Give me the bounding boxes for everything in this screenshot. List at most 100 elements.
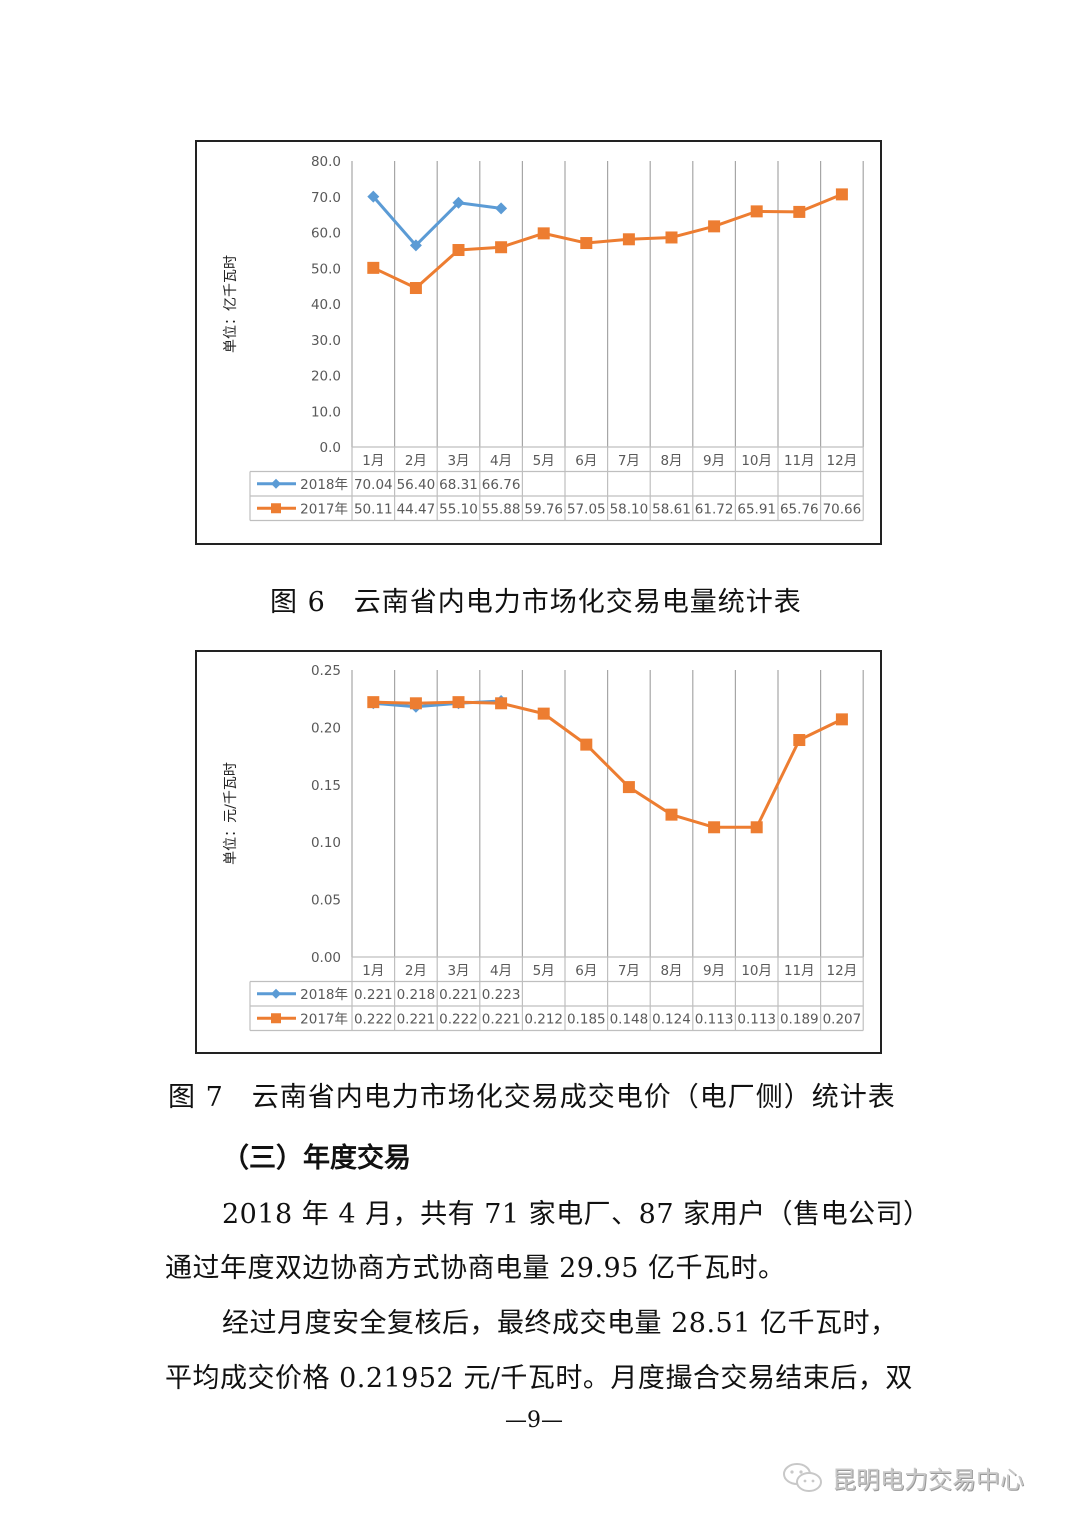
paragraph-line: 平均成交价格 0.21952 元/千瓦时。月度撮合交易结束后，双 [165, 1363, 913, 1394]
table-cell-value: 58.61 [652, 501, 691, 517]
series-line [372, 195, 502, 247]
table-cell-value: 0.124 [652, 1011, 691, 1027]
diamond-marker-icon [452, 196, 465, 209]
table-cell-value: 65.76 [780, 501, 819, 517]
x-category-label: 6月 [575, 453, 597, 469]
table-cell-value: 66.76 [482, 477, 521, 493]
x-category-label: 4月 [490, 453, 512, 469]
square-marker-icon [537, 227, 550, 240]
table-cell-value: 0.207 [823, 1011, 862, 1027]
table-cell-value: 0.189 [780, 1011, 819, 1027]
table-cell-value: 55.10 [439, 501, 478, 517]
series-line [372, 193, 843, 290]
watermark: 昆明电力交易中心 [782, 1460, 1024, 1495]
paragraph-line: 2018 年 4 月，共有 71 家电厂、87 家用户（售电公司） [222, 1199, 931, 1230]
chart-volume: 0.0 10.0 20.0 30.0 40.0 50.0 60.0 70.0 80.0 单位：亿千… [195, 140, 882, 545]
square-marker-icon [580, 237, 593, 250]
y-tick-label: 0.00 [311, 950, 341, 966]
x-category-label: 2月 [405, 453, 427, 469]
square-marker-icon [409, 697, 422, 710]
square-marker-icon [622, 781, 635, 794]
x-category-label: 6月 [575, 963, 597, 979]
legend-square-icon [271, 1013, 281, 1024]
table-cell-value: 68.31 [439, 477, 478, 493]
chart-price: 0.00 0.05 0.10 0.15 0.20 0.25 单位：元/千瓦时 1月 2月 3月 4月… [195, 650, 882, 1054]
table-cell-value: 0.148 [610, 1011, 649, 1027]
table-cell-value: 58.10 [610, 501, 649, 517]
legend-square-icon [271, 503, 281, 514]
table-cell-value: 59.76 [524, 501, 563, 517]
x-category-label: 2月 [405, 963, 427, 979]
x-category-label: 9月 [703, 963, 725, 979]
series-line [373, 700, 843, 829]
x-category-label: 8月 [660, 453, 682, 469]
page-number: —9— [505, 1408, 563, 1433]
y-tick-label: 0.0 [320, 440, 341, 456]
square-marker-icon [580, 738, 593, 751]
x-category-label: 7月 [618, 453, 640, 469]
table-cell-value: 55.88 [482, 501, 521, 517]
table-cell-value: 56.40 [397, 477, 436, 493]
chart-volume-svg: 0.0 10.0 20.0 30.0 40.0 50.0 60.0 70.0 80.0 单位：亿千… [223, 154, 864, 522]
table-cell-value: 0.221 [482, 1011, 521, 1027]
table-cell-value: 0.222 [439, 1011, 478, 1027]
y-axis-title: 单位：元/千瓦时 [223, 762, 239, 865]
x-category-label: 1月 [362, 453, 384, 469]
square-marker-icon [452, 244, 465, 257]
square-marker-icon [495, 241, 508, 254]
x-category-label: 5月 [533, 453, 555, 469]
table-cell-value: 0.113 [695, 1011, 734, 1027]
x-category-label: 8月 [660, 963, 682, 979]
table-cell-value: 0.223 [482, 987, 521, 1003]
paragraph-line: 通过年度双边协商方式协商电量 29.95 亿千瓦时。 [165, 1253, 786, 1284]
diamond-marker-icon [367, 190, 380, 203]
y-tick-label: 0.25 [311, 663, 341, 679]
y-tick-label: 10.0 [311, 404, 341, 420]
square-marker-icon [708, 220, 721, 233]
square-marker-icon [708, 821, 721, 834]
square-marker-icon [665, 808, 678, 821]
table-cell-value: 0.212 [524, 1011, 563, 1027]
y-tick-label: 0.20 [311, 720, 341, 736]
x-category-label: 3月 [447, 963, 469, 979]
square-marker-icon [793, 205, 806, 218]
legend-diamond-icon [271, 478, 281, 489]
y-tick-label: 0.10 [311, 835, 341, 851]
diamond-marker-icon [495, 202, 508, 215]
y-tick-label: 50.0 [311, 261, 341, 277]
table-cell-value: 70.04 [354, 477, 393, 493]
table-cell-value: 0.185 [567, 1011, 606, 1027]
x-category-label: 11月 [784, 963, 815, 979]
table-cell-value: 70.66 [823, 501, 862, 517]
x-category-label: 11月 [784, 453, 815, 469]
table-cell-value: 0.222 [354, 1011, 393, 1027]
x-category-label: 10月 [741, 453, 772, 469]
table-cell-value: 44.47 [397, 501, 436, 517]
legend-diamond-icon [271, 988, 281, 999]
x-category-label: 12月 [827, 453, 858, 469]
y-tick-label: 60.0 [311, 226, 341, 242]
square-marker-icon [495, 697, 508, 710]
y-tick-label: 30.0 [311, 333, 341, 349]
chart-price-svg: 0.00 0.05 0.10 0.15 0.20 0.25 单位：元/千瓦时 1月 2月 3月 4月… [223, 663, 864, 1032]
table-cell-value: 0.221 [439, 987, 478, 1003]
y-tick-label: 80.0 [311, 154, 341, 170]
square-marker-icon [622, 233, 635, 246]
y-tick-label: 20.0 [311, 369, 341, 385]
y-axis-title: 单位：亿千瓦时 [223, 255, 239, 353]
square-marker-icon [665, 231, 678, 244]
square-marker-icon [409, 282, 422, 295]
square-marker-icon [750, 821, 763, 834]
y-tick-label: 70.0 [311, 190, 341, 206]
y-tick-label: 0.15 [311, 778, 341, 794]
wechat-icon [782, 1461, 824, 1495]
legend-label: 2018年 [300, 477, 348, 493]
x-category-label: 5月 [533, 963, 555, 979]
square-marker-icon [793, 734, 806, 747]
square-marker-icon [835, 188, 848, 201]
square-marker-icon [367, 261, 380, 274]
square-marker-icon [835, 713, 848, 726]
table-cell-value: 50.11 [354, 501, 393, 517]
diamond-marker-icon [409, 239, 422, 252]
x-category-label: 3月 [447, 453, 469, 469]
